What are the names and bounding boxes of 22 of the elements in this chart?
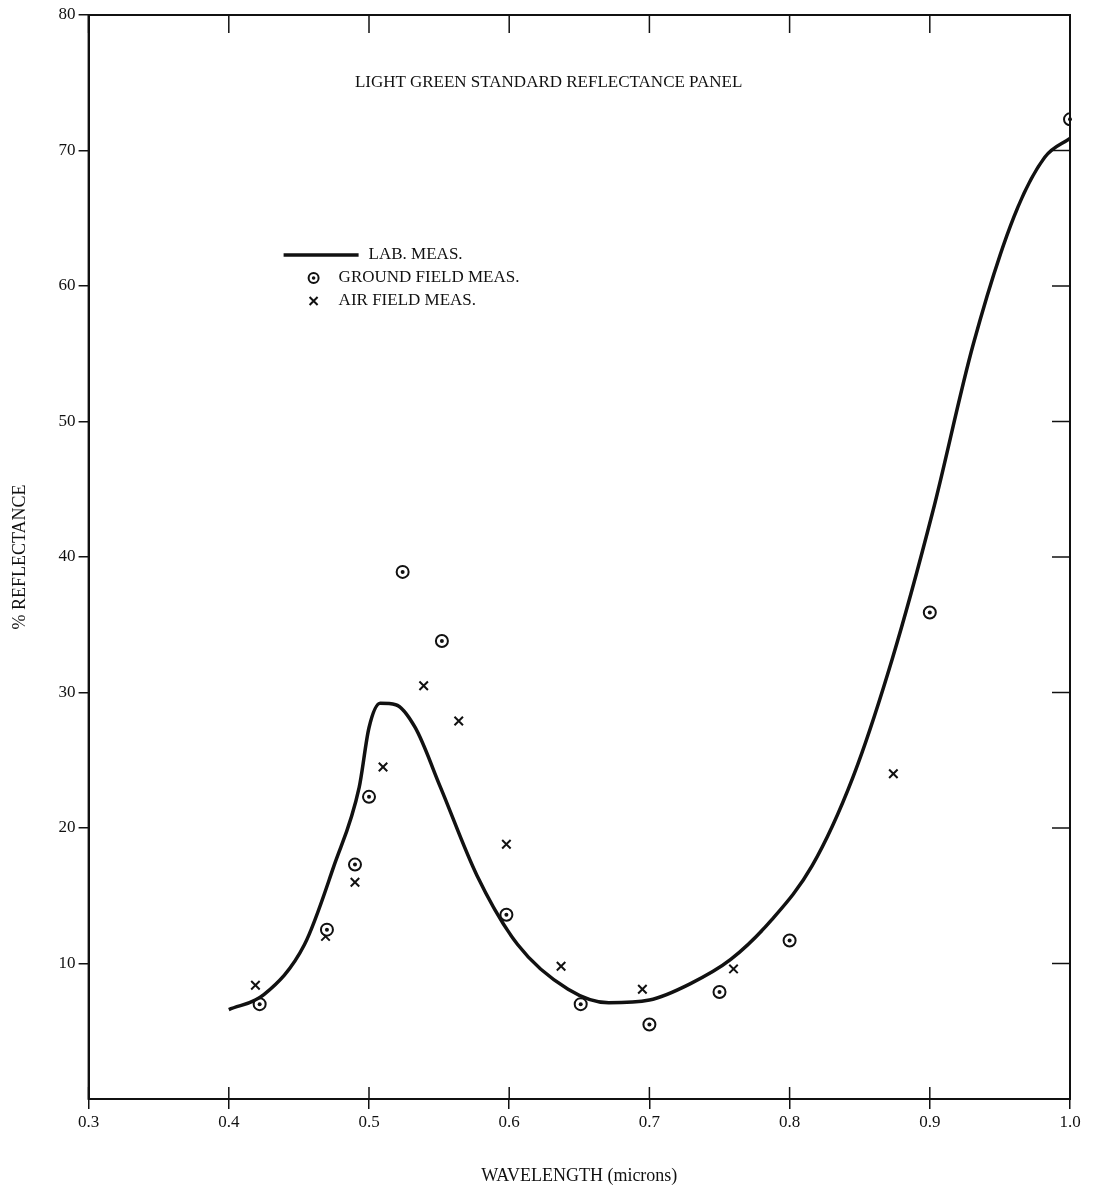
y-tick-label: 10	[58, 952, 76, 972]
y-tick-label: 70	[58, 139, 76, 159]
y-axis-title: % REFLECTANCE	[8, 484, 29, 630]
x-tick-label: 0.6	[498, 1111, 520, 1131]
legend-label: GROUND FIELD MEAS.	[338, 267, 520, 287]
y-tick-label: 40	[58, 546, 76, 566]
legend-label: LAB. MEAS.	[368, 244, 463, 264]
y-tick-label: 50	[58, 410, 76, 430]
x-tick-label: 0.3	[77, 1111, 100, 1131]
x-axis-title: WAVELENGTH (microns)	[481, 1164, 678, 1186]
x-tick-label: 1.0	[1059, 1111, 1081, 1131]
y-tick-label: 60	[58, 275, 76, 295]
y-tick-label: 80	[58, 4, 76, 24]
x-tick-label: 0.9	[919, 1111, 941, 1131]
x-tick-label: 0.8	[778, 1111, 801, 1131]
y-tick-label: 20	[58, 817, 76, 837]
text: LIGHT GREEN STANDARD REFLECTANCE PANEL	[354, 72, 743, 92]
x-tick-label: 0.7	[638, 1111, 661, 1131]
legend-label: AIR FIELD MEAS.	[338, 290, 477, 310]
x-tick-label: 0.4	[218, 1111, 240, 1131]
y-tick-label: 30	[58, 681, 76, 701]
x-tick-label: 0.5	[358, 1111, 380, 1131]
